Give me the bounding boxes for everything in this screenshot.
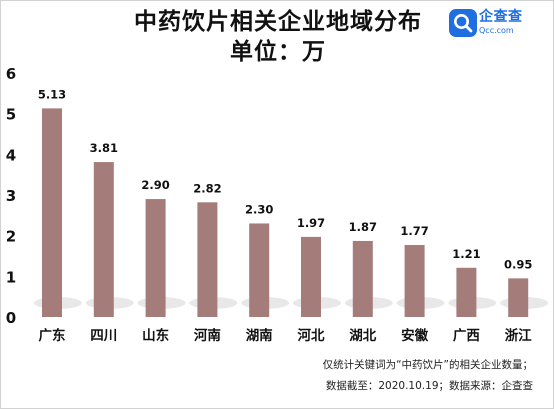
bar [93, 162, 114, 317]
y-tick-label: 0 [6, 309, 16, 327]
footnote-scope: 仅统计关键词为“中药饮片”的相关企业数量； [322, 359, 533, 371]
logo-name: 企查查 [479, 9, 523, 25]
bar-value-label: 5.13 [38, 87, 66, 101]
bar-value-label: 1.87 [349, 220, 377, 234]
bar [42, 108, 62, 317]
bar-value-label: 0.95 [504, 257, 532, 271]
bar [145, 199, 166, 317]
bar-value-label: 2.82 [193, 181, 221, 195]
bar [404, 245, 425, 317]
qcc-logo: 企查查 Qcc.com [449, 7, 541, 41]
bar-value-label: 2.30 [245, 202, 273, 216]
x-category-label: 山东 [142, 327, 169, 344]
x-category-label: 安徽 [401, 327, 428, 344]
chart-title: 中药饮片相关企业地域分布 [134, 9, 422, 35]
footnote-source: 数据截至：2020.10.19；数据来源：企查查 [325, 380, 533, 392]
y-tick-label: 1 [6, 268, 16, 286]
x-category-label: 四川 [90, 328, 117, 344]
x-category-label: 浙江 [505, 327, 532, 344]
x-category-label: 河北 [298, 327, 325, 344]
logo-domain: Qcc.com [479, 26, 514, 35]
x-category-label: 河南 [194, 327, 221, 344]
bar-value-label: 1.21 [452, 247, 480, 261]
bar-value-label: 2.90 [141, 178, 169, 192]
bar-value-label: 3.81 [90, 141, 118, 155]
x-category-label: 湖南 [246, 327, 273, 344]
bar [249, 223, 270, 317]
y-tick-label: 4 [6, 146, 16, 164]
bar [508, 278, 529, 317]
y-tick-label: 5 [6, 106, 16, 124]
y-tick-label: 2 [6, 228, 16, 246]
bar [301, 236, 321, 317]
x-category-label: 广东 [39, 327, 66, 344]
bar-value-label: 1.77 [400, 224, 428, 238]
qcc-logo-icon [449, 9, 477, 37]
y-tick-label: 3 [6, 187, 16, 205]
chart-subtitle: 单位：万 [230, 39, 326, 65]
x-category-label: 广西 [453, 327, 480, 344]
x-category-label: 湖北 [349, 328, 376, 344]
bar [456, 267, 477, 317]
bar [352, 240, 373, 317]
bar-value-label: 1.97 [297, 216, 325, 230]
y-tick-label: 6 [6, 65, 16, 83]
bar [197, 202, 218, 317]
